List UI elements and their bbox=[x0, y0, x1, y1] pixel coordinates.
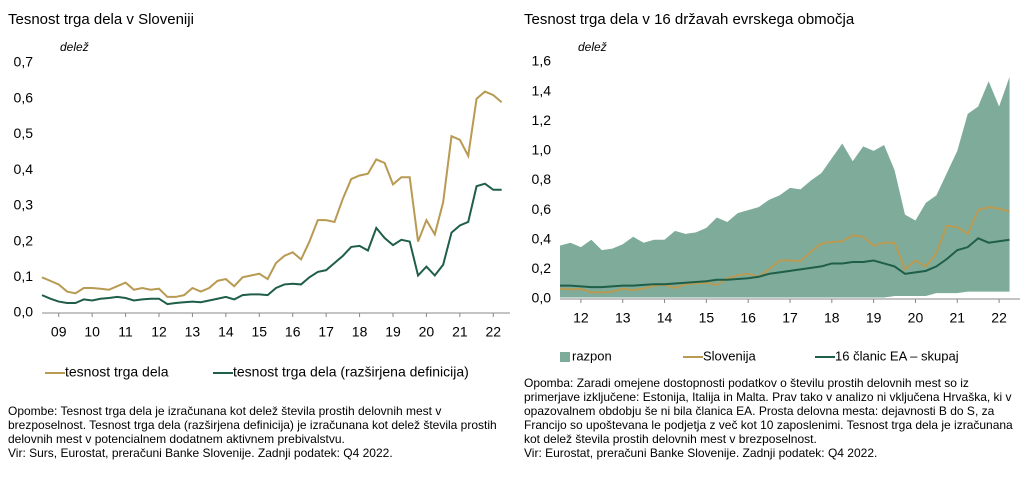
y-tick-label: 1,6 bbox=[532, 53, 552, 69]
series-line bbox=[41, 182, 502, 306]
x-tick-label: 17 bbox=[318, 324, 334, 340]
x-tick-label: 18 bbox=[824, 310, 840, 326]
range-area bbox=[560, 76, 1010, 298]
legend-label: tesnost trga dela bbox=[65, 364, 169, 380]
y-tick-label: 0,0 bbox=[532, 290, 552, 306]
y-tick-label: 0,5 bbox=[14, 125, 34, 141]
x-tick-label: 21 bbox=[949, 310, 965, 326]
x-tick-label: 19 bbox=[866, 310, 882, 326]
series-line bbox=[559, 206, 1010, 294]
x-tick-label: 21 bbox=[452, 324, 468, 340]
y-tick-label: 0,2 bbox=[532, 260, 552, 276]
legend-label: Slovenija bbox=[703, 348, 757, 363]
x-tick-label: 13 bbox=[185, 324, 201, 340]
series-line bbox=[560, 237, 1010, 289]
y-tick-label: 0,1 bbox=[14, 268, 34, 284]
x-tick-label: 19 bbox=[385, 324, 401, 340]
chart-title: Tesnost trga dela v 16 državah evrskega … bbox=[524, 11, 855, 28]
x-tick-label: 15 bbox=[251, 324, 267, 340]
y-tick-label: 1,4 bbox=[532, 82, 552, 98]
y-tick-label: 0,6 bbox=[532, 201, 552, 217]
x-tick-label: 22 bbox=[991, 310, 1007, 326]
legend-label: razpon bbox=[572, 348, 612, 363]
y-tick-label: 0,8 bbox=[532, 171, 552, 187]
y-tick-label: 0,4 bbox=[532, 230, 552, 246]
x-tick-label: 16 bbox=[285, 324, 301, 340]
y-tick-label: 0,7 bbox=[14, 54, 34, 70]
x-tick-label: 14 bbox=[657, 310, 673, 326]
x-tick-label: 11 bbox=[118, 324, 133, 340]
series-line bbox=[41, 90, 503, 298]
y-tick-label: 0,6 bbox=[14, 89, 34, 105]
legend-swatch bbox=[560, 352, 570, 362]
y-axis-label: delež bbox=[578, 40, 607, 54]
source: Vir: Surs, Eurostat, preračuni Banke Slo… bbox=[8, 446, 393, 460]
legend-label: tesnost trga dela (razširjena definicija… bbox=[233, 364, 469, 380]
y-axis-label: delež bbox=[60, 40, 89, 54]
legend-label: 16 članic EA – skupaj bbox=[835, 348, 959, 363]
y-tick-label: 0,3 bbox=[14, 197, 34, 213]
x-tick-label: 15 bbox=[699, 310, 715, 326]
x-tick-label: 12 bbox=[573, 310, 589, 326]
note: Opomba: Zaradi omejene dostopnosti podat… bbox=[524, 376, 1013, 446]
x-tick-label: 09 bbox=[51, 324, 67, 340]
x-tick-label: 10 bbox=[84, 324, 100, 340]
note-block: Opombe: Tesnost trga dela je izračunana … bbox=[8, 404, 498, 460]
y-tick-label: 0,0 bbox=[14, 304, 34, 320]
note: Opombe: Tesnost trga dela je izračunana … bbox=[8, 404, 497, 446]
y-tick-label: 1,0 bbox=[532, 142, 552, 158]
x-tick-label: 14 bbox=[218, 324, 234, 340]
x-tick-label: 16 bbox=[740, 310, 756, 326]
source: Vir: Eurostat, preračuni Banke Slovenije… bbox=[524, 446, 878, 460]
y-tick-label: 0,4 bbox=[14, 161, 34, 177]
y-tick-label: 0,2 bbox=[14, 232, 34, 248]
x-tick-label: 20 bbox=[419, 324, 435, 340]
x-tick-label: 13 bbox=[615, 310, 631, 326]
note-block: Opomba: Zaradi omejene dostopnosti podat… bbox=[524, 376, 1018, 460]
y-tick-label: 1,2 bbox=[532, 112, 552, 128]
x-tick-label: 20 bbox=[908, 310, 924, 326]
x-tick-label: 17 bbox=[782, 310, 798, 326]
x-tick-label: 22 bbox=[485, 324, 501, 340]
x-tick-label: 12 bbox=[151, 324, 167, 340]
x-tick-label: 18 bbox=[352, 324, 368, 340]
chart-title: Tesnost trga dela v Sloveniji bbox=[8, 11, 194, 28]
